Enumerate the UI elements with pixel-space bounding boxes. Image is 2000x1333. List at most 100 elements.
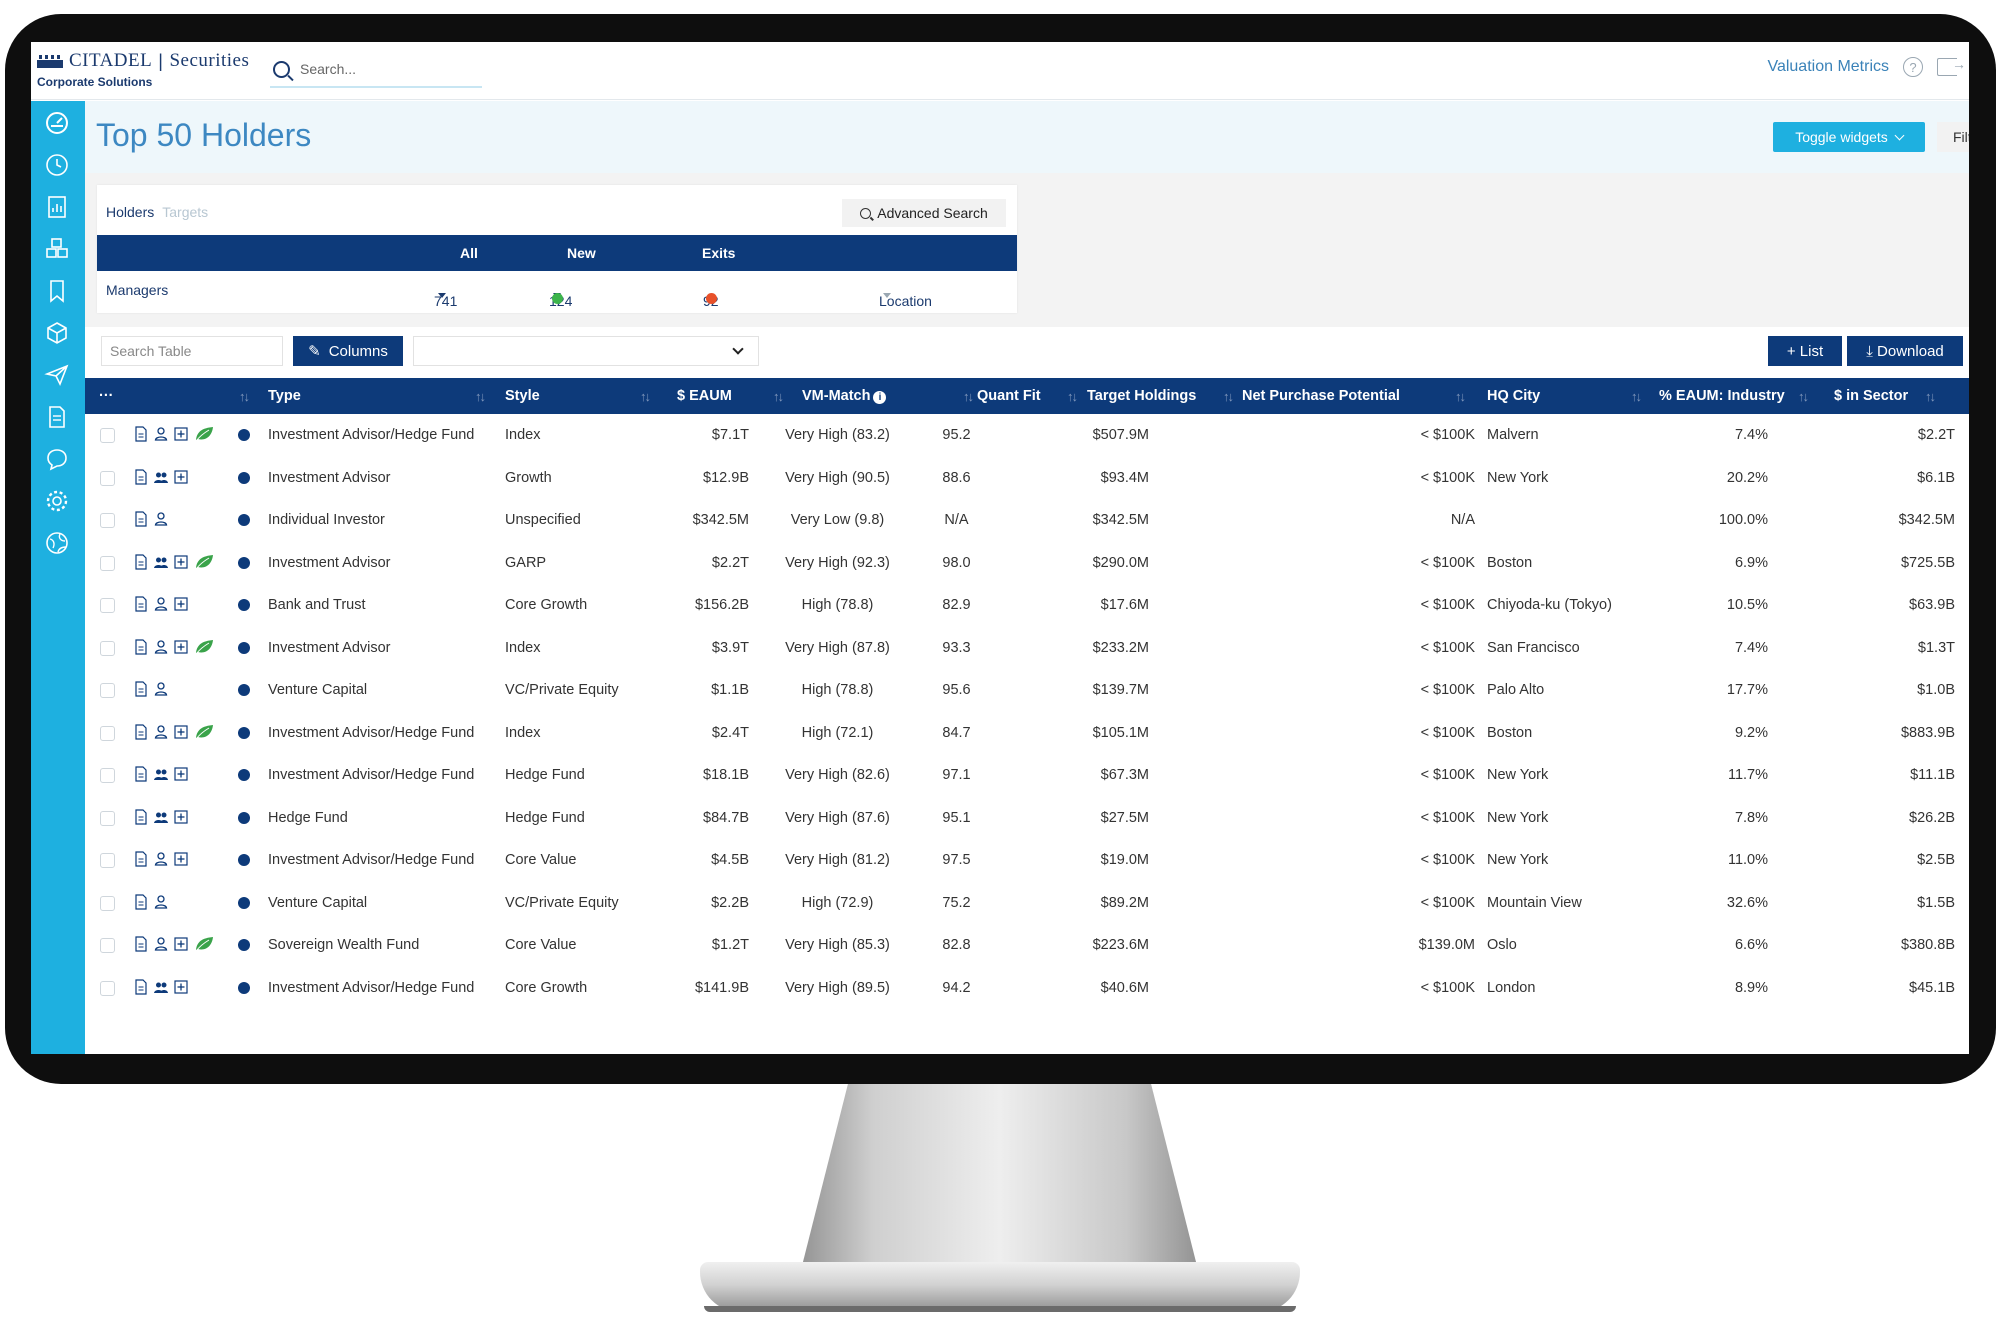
download-button[interactable]: ⤓ Download — [1847, 336, 1963, 366]
person-icon[interactable] — [154, 681, 168, 697]
info-dot-icon[interactable] — [238, 769, 250, 781]
header-type[interactable]: Type — [268, 388, 301, 404]
sidebar-item-settings[interactable] — [44, 488, 72, 516]
info-dot-icon[interactable] — [238, 599, 250, 611]
row-checkbox[interactable] — [100, 768, 115, 783]
esg-leaf-icon[interactable] — [194, 724, 213, 740]
table-row[interactable]: Investment Advisor/Hedge Fund Core Growth… — [85, 967, 1969, 1010]
header-vm-match[interactable]: VM-Match i — [802, 388, 887, 404]
row-checkbox[interactable] — [100, 555, 115, 571]
sidebar-item-messages[interactable] — [44, 446, 72, 474]
filters-button[interactable]: Filters — [1937, 122, 1969, 152]
sort-icon[interactable]: ↑↓ — [1067, 389, 1078, 404]
add-list-button[interactable]: + List — [1768, 336, 1842, 366]
people-icon[interactable] — [154, 979, 168, 995]
people-icon[interactable] — [154, 554, 168, 570]
document-icon[interactable] — [134, 723, 148, 740]
sidebar-item-portfolio[interactable] — [44, 236, 72, 264]
header-hq-city[interactable]: HQ City — [1487, 388, 1541, 404]
table-search-input[interactable] — [101, 336, 283, 366]
info-dot-icon[interactable] — [238, 684, 250, 696]
sort-icon[interactable]: ↑↓ — [239, 389, 250, 404]
table-row[interactable]: Individual Investor Unspecified $342.5M Ver… — [85, 499, 1969, 542]
table-row[interactable]: Venture Capital VC/Private Equity $1.1B Hig… — [85, 669, 1969, 712]
table-row[interactable]: Sovereign Wealth Fund Core Value $1.2T Very… — [85, 924, 1969, 967]
add-icon[interactable] — [174, 469, 188, 485]
people-icon[interactable] — [154, 469, 168, 485]
document-icon[interactable] — [134, 851, 148, 867]
add-icon[interactable] — [174, 766, 188, 782]
document-icon[interactable] — [134, 978, 148, 995]
add-icon[interactable] — [174, 596, 188, 612]
info-dot-icon[interactable] — [238, 726, 250, 739]
row-checkbox[interactable] — [100, 683, 115, 698]
document-icon[interactable] — [134, 638, 148, 655]
row-checkbox[interactable] — [100, 640, 115, 656]
sort-icon[interactable]: ↑↓ — [1925, 389, 1936, 404]
columns-button[interactable]: ✎ Columns — [293, 336, 403, 366]
esg-leaf-icon[interactable] — [194, 639, 213, 655]
sidebar-item-history[interactable] — [44, 152, 72, 180]
row-checkbox[interactable] — [100, 598, 115, 613]
info-dot-icon[interactable] — [238, 896, 250, 909]
header-quant-fit[interactable]: Quant Fit — [977, 388, 1041, 404]
logout-icon[interactable] — [1937, 56, 1966, 76]
sidebar-item-outreach[interactable] — [44, 362, 72, 390]
sidebar-item-dashboard[interactable] — [44, 110, 72, 138]
sidebar-item-saved[interactable] — [44, 278, 72, 306]
table-row[interactable]: Hedge Fund Hedge Fund $84.7B Very High (87.… — [85, 797, 1969, 840]
sort-icon[interactable]: ↑↓ — [773, 389, 784, 404]
info-dot-icon[interactable] — [238, 641, 250, 654]
table-row[interactable]: Investment Advisor Index $3.9T Very High (8… — [85, 627, 1969, 670]
info-dot-icon[interactable] — [238, 429, 250, 441]
document-icon[interactable] — [134, 426, 148, 442]
header-style[interactable]: Style — [505, 388, 540, 404]
add-icon[interactable] — [174, 979, 188, 995]
tab-holders[interactable]: Holders — [106, 204, 155, 220]
add-icon[interactable] — [174, 724, 188, 740]
person-icon[interactable] — [154, 894, 168, 910]
table-row[interactable]: Investment Advisor Growth $12.9B Very High … — [85, 457, 1969, 500]
info-icon[interactable]: i — [873, 391, 887, 404]
info-dot-icon[interactable] — [238, 471, 250, 484]
document-icon[interactable] — [134, 681, 148, 697]
row-checkbox[interactable] — [100, 810, 115, 826]
row-checkbox[interactable] — [100, 513, 115, 528]
person-icon[interactable] — [154, 639, 168, 655]
info-dot-icon[interactable] — [238, 939, 250, 951]
header-more-menu[interactable]: ··· — [99, 388, 114, 404]
add-icon[interactable] — [174, 639, 188, 655]
table-row[interactable]: Investment Advisor/Hedge Fund Index $7.1T V… — [85, 414, 1969, 457]
help-icon[interactable]: ? — [1903, 57, 1923, 77]
document-icon[interactable] — [134, 766, 148, 782]
document-icon[interactable] — [134, 808, 148, 825]
table-row[interactable]: Investment Advisor GARP $2.2T Very High (92… — [85, 542, 1969, 585]
person-icon[interactable] — [154, 724, 168, 740]
valuation-metrics-link[interactable]: Valuation Metrics — [1767, 58, 1889, 75]
row-checkbox[interactable] — [100, 980, 115, 996]
document-icon[interactable] — [134, 893, 148, 910]
sort-icon[interactable]: ↑↓ — [1223, 389, 1234, 404]
advanced-search-button[interactable]: Advanced Search — [842, 199, 1006, 227]
sort-icon[interactable]: ↑↓ — [963, 389, 974, 404]
document-icon[interactable] — [134, 596, 148, 612]
brand-logo[interactable]: CITADEL | Securities Corporate Solutions — [37, 50, 249, 89]
sidebar-item-global[interactable] — [44, 530, 72, 558]
row-checkbox[interactable] — [100, 725, 115, 741]
table-row[interactable]: Investment Advisor/Hedge Fund Index $2.4T H… — [85, 712, 1969, 755]
row-checkbox[interactable] — [100, 470, 115, 486]
row-checkbox[interactable] — [100, 428, 115, 443]
table-row[interactable]: Bank and Trust Core Growth $156.2B High (78… — [85, 584, 1969, 627]
table-row[interactable]: Investment Advisor/Hedge Fund Hedge Fund $… — [85, 754, 1969, 797]
info-dot-icon[interactable] — [238, 556, 250, 569]
sidebar-item-documents[interactable] — [44, 404, 72, 432]
esg-leaf-icon[interactable] — [194, 554, 213, 570]
row-checkbox[interactable] — [100, 895, 115, 911]
sort-icon[interactable]: ↑↓ — [1798, 389, 1809, 404]
sort-icon[interactable]: ↑↓ — [1631, 389, 1642, 404]
esg-leaf-icon[interactable] — [194, 936, 213, 952]
person-icon[interactable] — [154, 851, 168, 867]
add-icon[interactable] — [174, 809, 188, 825]
info-dot-icon[interactable] — [238, 981, 250, 994]
person-icon[interactable] — [154, 511, 168, 527]
